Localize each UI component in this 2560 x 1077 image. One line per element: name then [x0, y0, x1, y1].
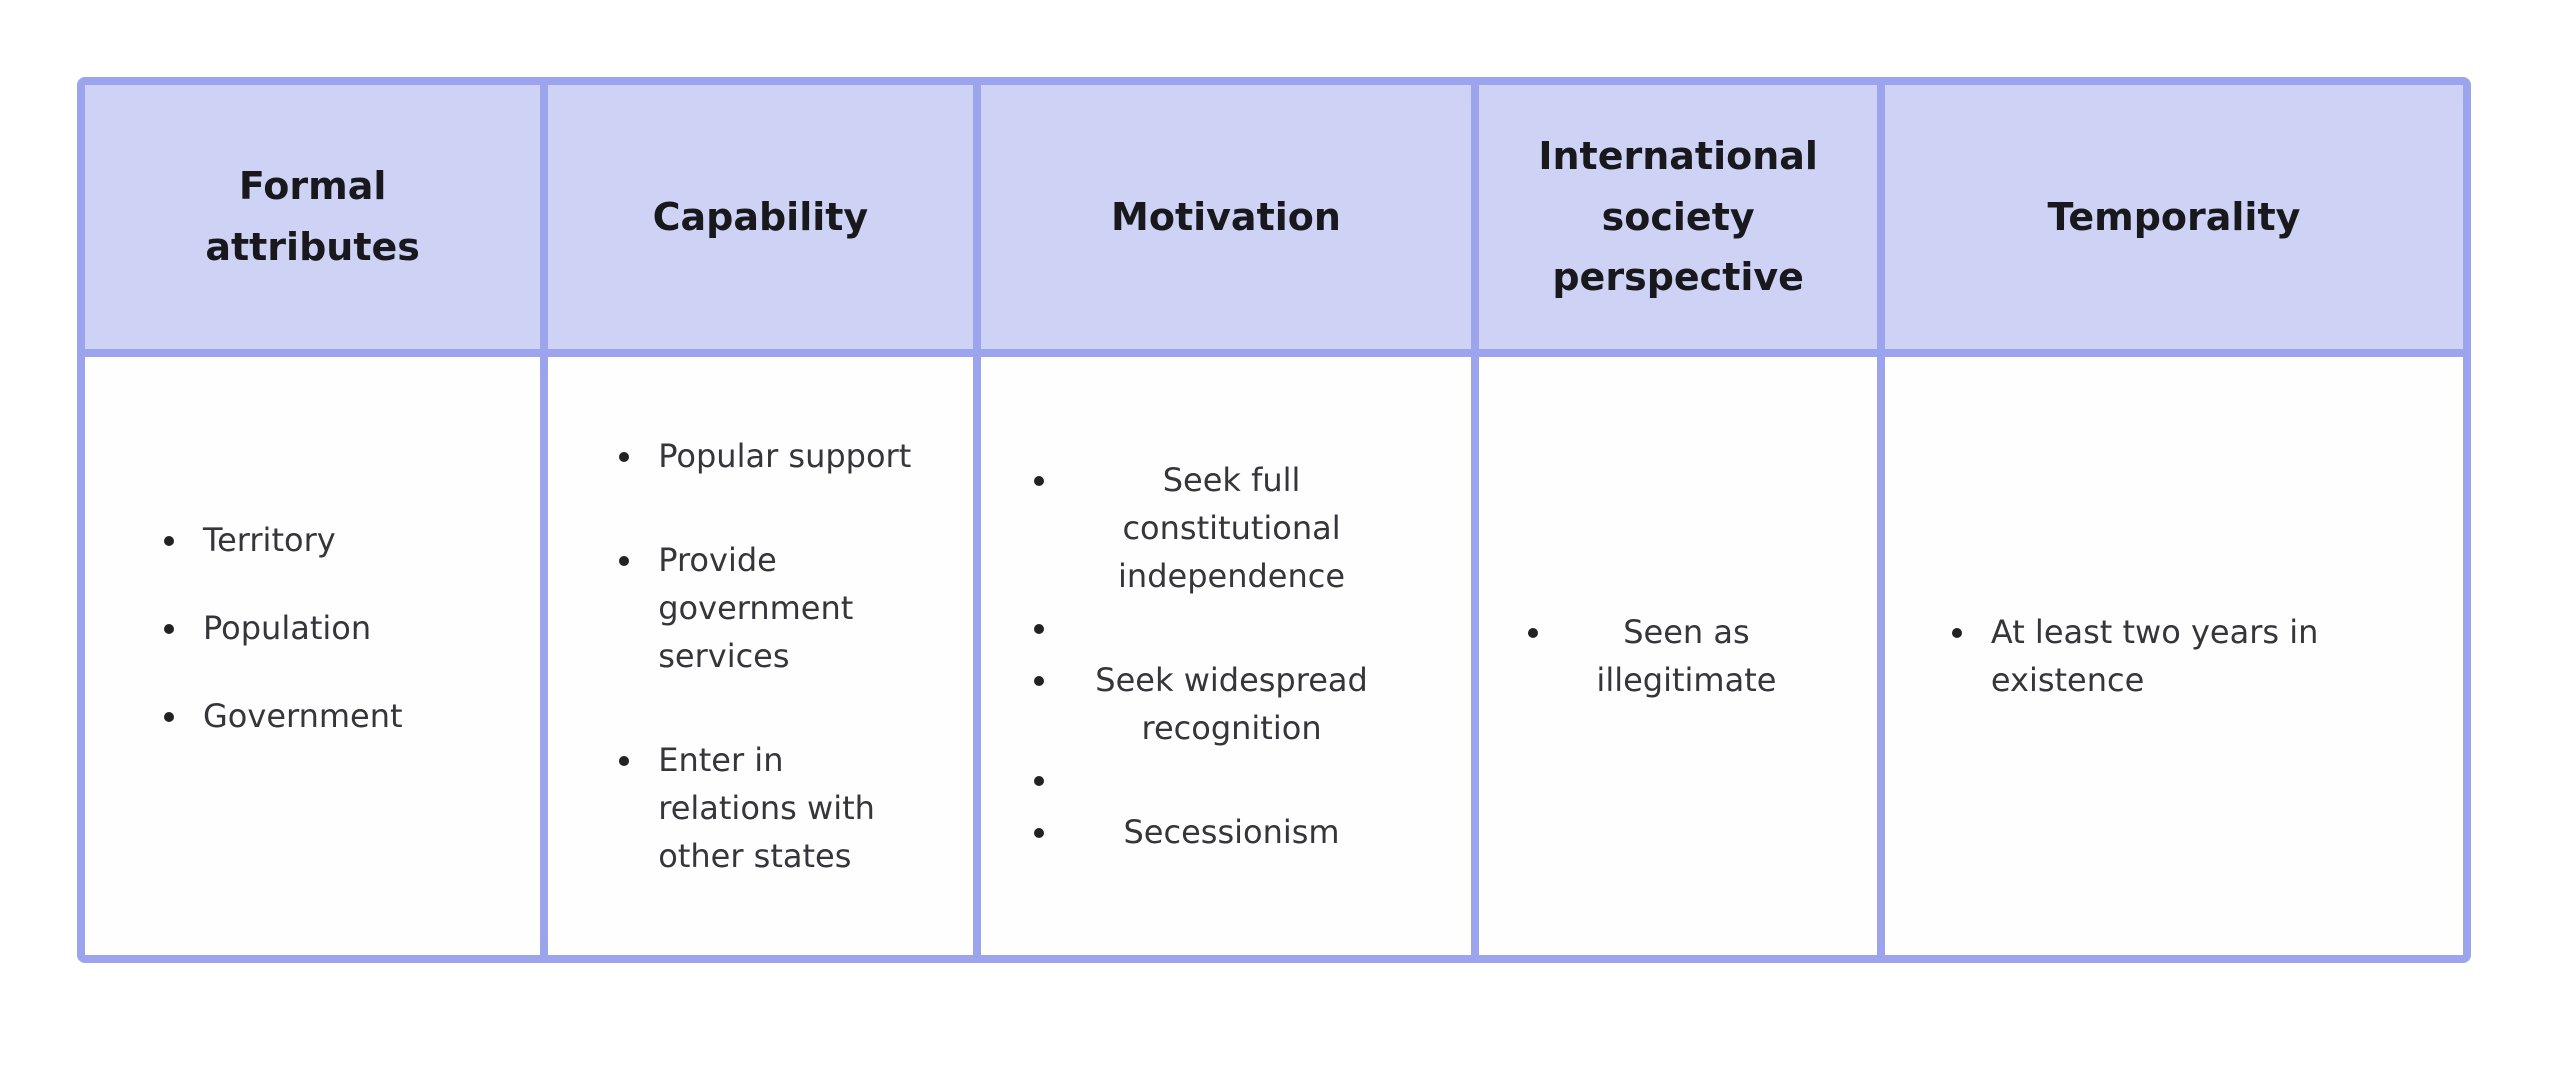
- list-item-seen-as-illegitimate: Seen as illegitimate: [1555, 608, 1805, 704]
- body-cell-temporality: At least two years in existence: [1884, 357, 2463, 955]
- criteria-table: Formal attributes Territory Population G…: [77, 77, 2471, 963]
- list-item-relations-other-states: Enter in relations with other states: [646, 736, 924, 880]
- bullet-list-motivation: Seek full constitutional independence Se…: [1011, 452, 1391, 860]
- header-cell-capability: Capability: [548, 85, 973, 357]
- header-cell-formal-attributes: Formal attributes: [85, 85, 541, 357]
- bullet-list-temporality: At least two years in existence: [1929, 608, 2339, 704]
- column-motivation: Motivation Seek full constitutional inde…: [980, 85, 1480, 955]
- header-cell-international-society-perspective: International society perspective: [1479, 85, 1877, 357]
- list-item-empty-bullet: [1061, 756, 1391, 804]
- list-item-constitutional-independence: Seek full constitutional independence: [1061, 456, 1391, 600]
- header-label-formal-attributes: Formal attributes: [205, 164, 420, 269]
- list-item-secessionism: Secessionism: [1061, 808, 1391, 856]
- header-label-temporality: Temporality: [2047, 194, 2301, 239]
- body-cell-capability: Popular support Provide government servi…: [548, 357, 973, 955]
- header-label-capability: Capability: [652, 194, 869, 239]
- bullet-list-capability: Popular support Provide government servi…: [596, 432, 924, 880]
- bullet-list-international-society-perspective: Seen as illegitimate: [1505, 608, 1805, 704]
- list-item-population: Population: [191, 604, 403, 652]
- body-cell-motivation: Seek full constitutional independence Se…: [980, 357, 1472, 955]
- list-item-popular-support: Popular support: [646, 432, 924, 480]
- header-cell-temporality: Temporality: [1884, 85, 2463, 357]
- column-international-society-perspective: International society perspective Seen a…: [1479, 85, 1885, 955]
- header-label-motivation: Motivation: [1111, 194, 1341, 239]
- body-cell-international-society-perspective: Seen as illegitimate: [1479, 357, 1877, 955]
- list-item-two-years-existence: At least two years in existence: [1979, 608, 2339, 704]
- bullet-list-formal-attributes: Territory Population Government: [141, 516, 403, 740]
- list-item-territory: Territory: [191, 516, 403, 564]
- header-label-international-society-perspective: International society perspective: [1538, 133, 1818, 300]
- body-cell-formal-attributes: Territory Population Government: [85, 357, 541, 955]
- list-item-empty-bullet: [1061, 604, 1391, 652]
- column-temporality: Temporality At least two years in existe…: [1884, 85, 2463, 955]
- list-item-government-services: Provide government services: [646, 536, 924, 680]
- header-cell-motivation: Motivation: [980, 85, 1472, 357]
- list-item-government: Government: [191, 692, 403, 740]
- column-formal-attributes: Formal attributes Territory Population G…: [85, 85, 549, 955]
- list-item-widespread-recognition: Seek widespread recognition: [1061, 656, 1391, 752]
- column-capability: Capability Popular support Provide gover…: [548, 85, 981, 955]
